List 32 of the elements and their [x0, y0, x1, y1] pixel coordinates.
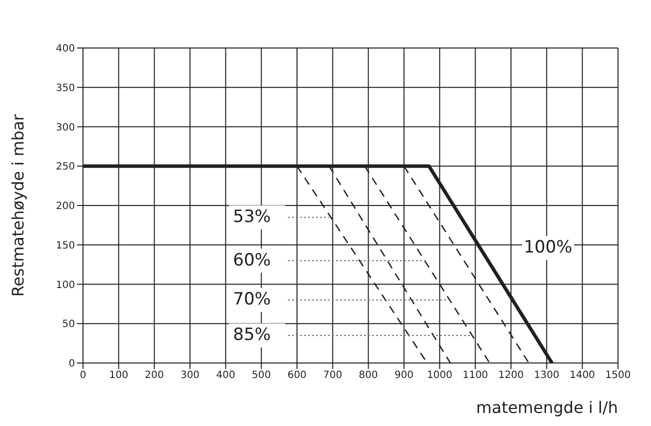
y-tick-label: 50	[62, 319, 75, 330]
x-axis-title: matemengde i l/h	[476, 398, 618, 417]
x-tick-label: 1200	[498, 370, 524, 382]
y-axis-title: Restmatehøyde i mbar	[8, 114, 28, 297]
annotation: 53%	[233, 206, 271, 227]
x-tick-label: 500	[252, 370, 271, 382]
y-tick-label: 150	[56, 240, 75, 252]
y-tick-label: 0	[68, 358, 75, 370]
x-tick-label: 700	[323, 370, 342, 382]
y-tick-label: 300	[56, 122, 75, 134]
annotation: 60%	[233, 250, 271, 270]
x-tick-label: 1100	[462, 370, 488, 382]
y-tick-label: 400	[56, 44, 75, 55]
y-tick-label: 250	[56, 162, 75, 173]
y-tick-label: 100	[56, 280, 75, 291]
x-tick-label: 400	[216, 370, 236, 382]
y-tick-label: 200	[56, 201, 75, 212]
x-tick-label: 0	[80, 370, 86, 382]
x-tick-label: 900	[394, 370, 414, 382]
x-tick-label: 1500	[605, 370, 631, 382]
y-tick-label: 350	[56, 82, 75, 94]
x-tick-label: 1400	[570, 370, 596, 382]
annotation: 70%	[233, 290, 271, 310]
x-tick-label: 100	[109, 370, 128, 382]
x-tick-label: 300	[180, 370, 200, 382]
x-tick-label: 800	[358, 370, 378, 382]
x-tick-label: 200	[144, 370, 164, 382]
annotation: 100%	[524, 238, 572, 258]
x-tick-label: 600	[287, 370, 307, 382]
annotation: 85%	[233, 325, 271, 346]
x-tick-label: 1000	[426, 370, 452, 382]
x-tick-label: 1300	[534, 370, 560, 382]
